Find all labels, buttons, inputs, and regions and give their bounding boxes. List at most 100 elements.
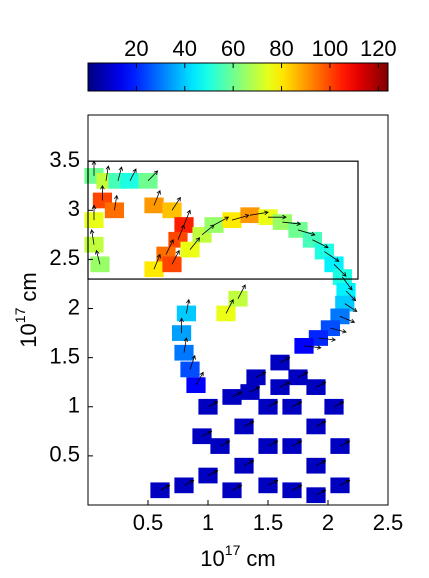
velocity-arrow (153, 189, 161, 206)
velocity-arrow (231, 213, 250, 221)
velocity-arrow (171, 196, 181, 211)
velocity-arrow (345, 290, 357, 302)
speed-patch (186, 377, 206, 394)
colorbar-tick-label: 20 (124, 36, 148, 61)
velocity-arrow (89, 229, 95, 245)
velocity-arrow (267, 401, 279, 408)
x-tick-label: 2.5 (373, 510, 404, 535)
velocity-arrow (183, 209, 191, 226)
velocity-arrow (225, 298, 234, 314)
velocity-arrow (267, 479, 279, 486)
colorbar-tick-label: 100 (312, 36, 349, 61)
colorbar-tick-label: 60 (221, 36, 245, 61)
velocity-arrow (183, 479, 195, 486)
velocity-arrow (303, 345, 322, 350)
velocity-arrow (231, 391, 243, 398)
velocity-arrow (189, 237, 201, 250)
speed-patch (314, 243, 334, 260)
plot-frame (87, 114, 389, 506)
speed-patch (258, 438, 278, 454)
speed-patch (330, 438, 350, 454)
velocity-arrow (268, 214, 287, 220)
x-label-unit: cm (246, 546, 275, 571)
colorbar-tick-label: 120 (360, 36, 397, 61)
velocity-arrow (183, 337, 189, 353)
speed-patch (162, 256, 182, 273)
velocity-arrow (291, 484, 303, 491)
velocity-arrow (195, 371, 204, 386)
velocity-arrow (95, 249, 101, 265)
velocity-arrow (243, 420, 255, 427)
x-tick-label: 0.5 (133, 510, 164, 535)
speed-patch (282, 398, 302, 415)
velocity-arrow (282, 221, 302, 226)
velocity-arrow (318, 337, 337, 342)
velocity-arrow (315, 381, 327, 388)
y-tick-label: 0.5 (49, 442, 80, 467)
velocity-arrow (344, 303, 358, 312)
speed-patch (282, 438, 302, 454)
x-tick-label: 1 (202, 510, 214, 535)
velocity-arrow (207, 401, 219, 408)
y-axis-label: 1017 cm (12, 272, 41, 347)
speed-patch (172, 325, 192, 341)
velocity-arrow (189, 354, 196, 370)
velocity-arrow (249, 210, 269, 216)
velocity-arrow (114, 194, 119, 211)
y-label-unit: cm (16, 272, 41, 301)
velocity-arrow (291, 440, 303, 447)
velocity-arrow (249, 386, 261, 393)
velocity-arrow (297, 371, 309, 378)
velocity-arrow (100, 184, 105, 201)
x-tick-label: 1.5 (253, 510, 284, 535)
colorbar-tick-label: 40 (173, 36, 197, 61)
velocity-arrow (159, 484, 171, 491)
velocity-arrow (339, 440, 351, 447)
velocity-arrow (291, 401, 303, 408)
speed-patch (198, 398, 218, 415)
y-tick-label: 2.5 (49, 245, 80, 270)
velocity-arrow (312, 239, 329, 249)
speed-patch (330, 477, 350, 494)
speed-patch (258, 398, 278, 415)
velocity-arrow (201, 430, 213, 437)
velocity-arrow (330, 327, 347, 334)
velocity-arrow (105, 165, 111, 181)
velocity-arrow (333, 264, 347, 277)
colorbar-tick-label: 80 (269, 36, 293, 61)
velocity-arrow (255, 371, 267, 378)
speed-patch (90, 256, 110, 273)
velocity-arrow (207, 470, 219, 476)
velocity-arrow (219, 440, 231, 447)
velocity-arrow (315, 460, 327, 467)
velocity-arrow (237, 284, 246, 299)
region-box (87, 160, 359, 280)
y-label-base: 10 (16, 323, 41, 347)
velocity-arrow (153, 253, 161, 270)
velocity-arrow (165, 239, 174, 255)
velocity-arrow (213, 216, 230, 226)
velocity-arrow (91, 204, 97, 221)
velocity-arrow (279, 381, 291, 388)
velocity-arrow (185, 298, 191, 314)
velocity-arrow (297, 229, 316, 237)
velocity-arrow (129, 168, 137, 182)
speed-patch (174, 477, 194, 494)
velocity-arrow (147, 170, 159, 182)
velocity-arrow (117, 166, 123, 181)
velocity-arrow (315, 420, 327, 427)
velocity-arrow (279, 357, 291, 363)
x-tick-label: 2 (322, 510, 334, 535)
vector-field (84, 160, 358, 504)
y-tick-label: 1.5 (49, 343, 80, 368)
velocity-arrow (324, 251, 340, 262)
colorbar (87, 62, 389, 92)
velocity-arrow (333, 401, 345, 408)
y-tick-label: 1 (68, 393, 80, 418)
y-tick-label: 3.5 (49, 147, 80, 172)
velocity-arrow (315, 489, 327, 496)
velocity-arrow (243, 460, 255, 467)
velocity-arrow (339, 316, 356, 324)
x-label-base: 10 (200, 546, 224, 571)
